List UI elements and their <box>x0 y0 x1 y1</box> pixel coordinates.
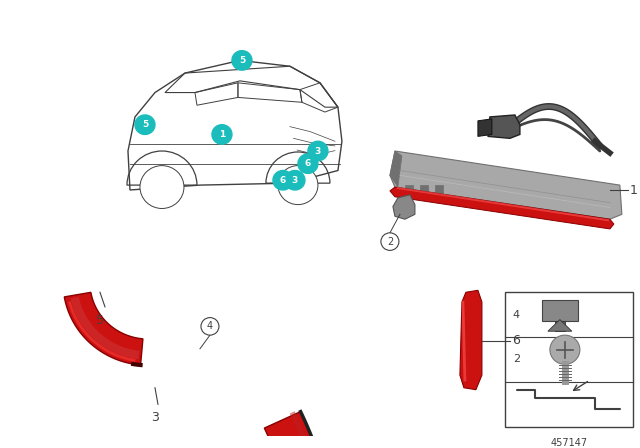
Circle shape <box>135 115 155 134</box>
Text: 1: 1 <box>219 130 225 139</box>
Text: 3: 3 <box>151 411 159 424</box>
Polygon shape <box>435 185 443 195</box>
Text: 5: 5 <box>96 314 104 327</box>
Text: 1: 1 <box>630 185 637 198</box>
Text: 457147: 457147 <box>550 439 588 448</box>
Circle shape <box>285 171 305 190</box>
Polygon shape <box>478 119 492 136</box>
Polygon shape <box>390 187 614 229</box>
Bar <box>555 322 565 331</box>
Circle shape <box>232 51 252 70</box>
Text: 6: 6 <box>512 335 520 348</box>
Circle shape <box>273 171 293 190</box>
Text: 6: 6 <box>305 159 311 168</box>
FancyBboxPatch shape <box>542 300 578 322</box>
Polygon shape <box>405 185 413 195</box>
Circle shape <box>140 166 184 208</box>
Text: 5: 5 <box>239 56 245 65</box>
Circle shape <box>278 166 318 205</box>
Text: 4: 4 <box>207 321 213 332</box>
Polygon shape <box>264 412 336 448</box>
Text: 4: 4 <box>513 310 520 320</box>
Text: 2: 2 <box>513 354 520 365</box>
Text: 3: 3 <box>292 176 298 185</box>
Circle shape <box>298 154 318 173</box>
Circle shape <box>381 233 399 250</box>
Polygon shape <box>390 151 402 187</box>
Circle shape <box>201 318 219 335</box>
Polygon shape <box>488 115 520 138</box>
Polygon shape <box>64 293 143 365</box>
Bar <box>505 292 633 426</box>
Text: 6: 6 <box>280 176 286 185</box>
Text: 2: 2 <box>387 237 393 246</box>
Circle shape <box>212 125 232 144</box>
Text: 5: 5 <box>142 120 148 129</box>
Polygon shape <box>548 319 572 331</box>
Text: 3: 3 <box>315 146 321 155</box>
Polygon shape <box>420 185 428 195</box>
Polygon shape <box>393 195 415 219</box>
Polygon shape <box>390 151 622 219</box>
Polygon shape <box>460 290 482 390</box>
Circle shape <box>308 141 328 161</box>
Circle shape <box>550 335 580 364</box>
